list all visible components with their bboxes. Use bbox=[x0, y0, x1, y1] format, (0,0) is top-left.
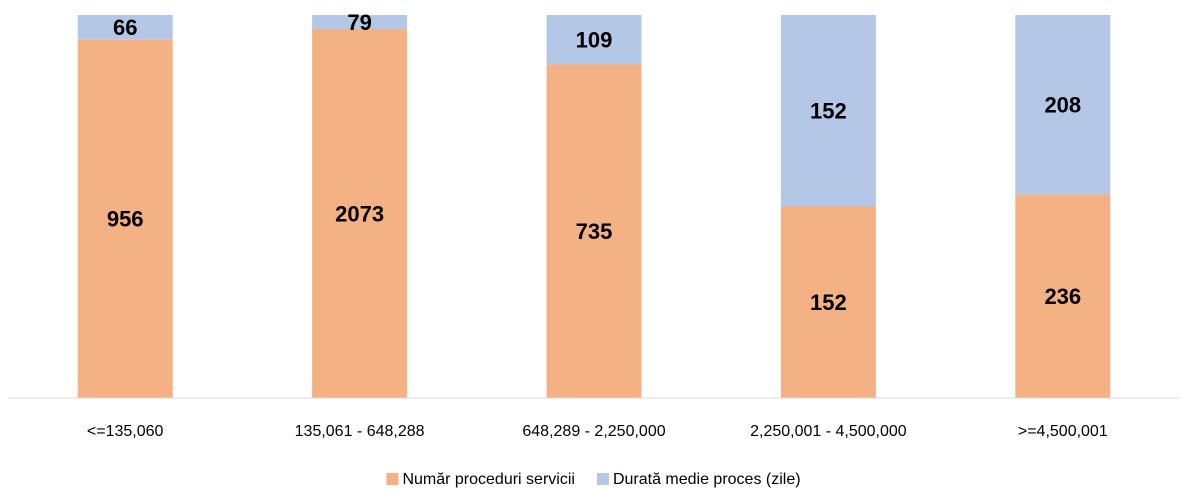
data-label: 109 bbox=[576, 28, 613, 53]
data-label: 79 bbox=[347, 10, 371, 35]
bar-segment bbox=[312, 29, 408, 399]
legend-swatch bbox=[596, 473, 609, 485]
data-label: 2073 bbox=[335, 201, 384, 226]
data-label: 66 bbox=[113, 15, 137, 40]
bar-segment bbox=[77, 39, 173, 398]
bar-segment bbox=[1015, 194, 1111, 398]
bar-segment bbox=[1015, 15, 1111, 195]
data-label: 152 bbox=[810, 99, 847, 124]
legend-label: Durată medie proces (zile) bbox=[613, 471, 801, 488]
bar-segment bbox=[312, 15, 408, 30]
bar-segment bbox=[780, 206, 876, 398]
bar-segment bbox=[780, 15, 876, 207]
legend-label: Număr proceduri servicii bbox=[402, 471, 575, 488]
data-label: 735 bbox=[576, 219, 613, 244]
x-tick-label: 2,250,001 - 4,500,000 bbox=[750, 423, 907, 440]
bar-segment bbox=[77, 15, 173, 40]
bar-segment bbox=[546, 15, 642, 65]
data-label: 956 bbox=[107, 207, 144, 232]
x-tick-label: <=135,060 bbox=[87, 423, 164, 440]
data-label: 236 bbox=[1044, 284, 1081, 309]
data-label: 152 bbox=[810, 290, 847, 315]
data-label: 208 bbox=[1044, 93, 1081, 118]
legend-swatch bbox=[386, 473, 399, 485]
bar-segment bbox=[546, 64, 642, 399]
x-tick-label: >=4,500,001 bbox=[1018, 423, 1108, 440]
x-tick-label: 135,061 - 648,288 bbox=[295, 423, 425, 440]
x-tick-label: 648,289 - 2,250,000 bbox=[522, 423, 665, 440]
